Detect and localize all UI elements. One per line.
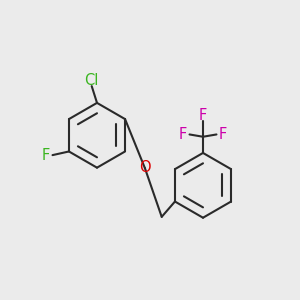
Text: Cl: Cl	[85, 73, 99, 88]
Text: O: O	[139, 160, 151, 175]
Text: F: F	[199, 108, 207, 123]
Text: F: F	[219, 127, 227, 142]
Text: F: F	[42, 148, 50, 163]
Text: F: F	[179, 127, 187, 142]
